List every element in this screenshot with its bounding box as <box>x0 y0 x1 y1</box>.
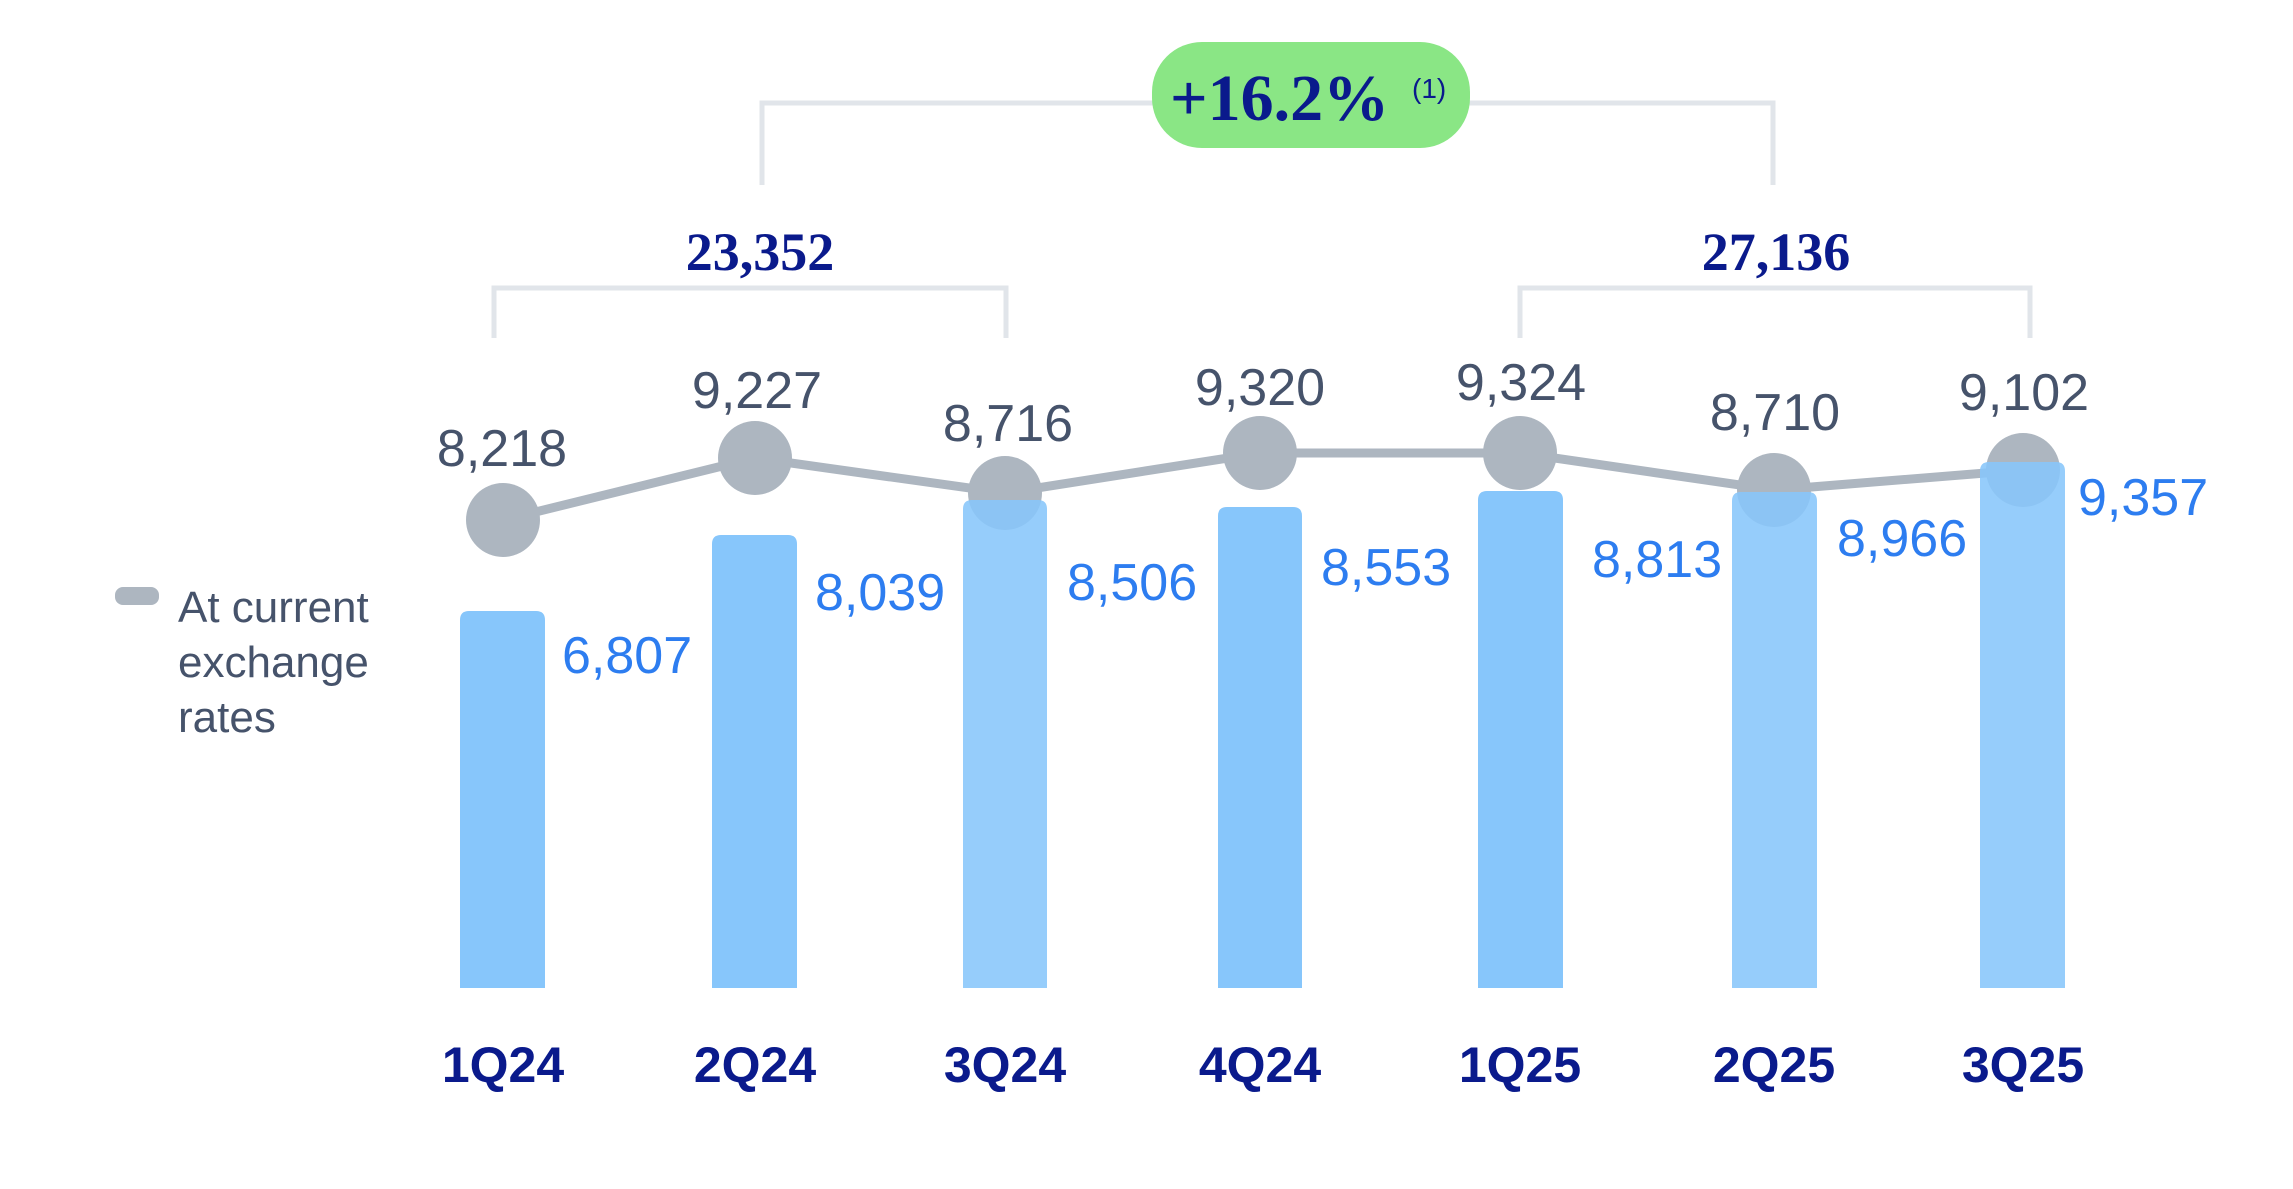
line-label-1q25: 9,324 <box>1456 354 1586 412</box>
line-label-4q24: 9,320 <box>1195 359 1325 417</box>
bar-2q24 <box>712 535 797 988</box>
bracket-line-2025 <box>1517 285 2033 338</box>
bar-series-constant-fx <box>460 462 2065 988</box>
bar-label-2q25: 8,966 <box>1837 510 1967 568</box>
line-label-2q24: 9,227 <box>692 362 822 420</box>
bar-1q25 <box>1478 491 1563 988</box>
bar-label-4q24: 8,553 <box>1321 539 1451 597</box>
bar-value-labels: 6,807 8,039 8,506 8,553 8,813 8,966 9,35… <box>562 469 2208 685</box>
category-label-2q24: 2Q24 <box>694 1037 817 1093</box>
legend-label-line1: At current <box>178 583 369 632</box>
total-bracket-2025: 27,136 <box>1517 222 2033 338</box>
legend-label-line3: rates <box>178 693 276 742</box>
line-label-1q24: 8,218 <box>437 420 567 478</box>
bar-4q24 <box>1218 507 1302 988</box>
legend-swatch-icon <box>115 587 159 605</box>
line-label-3q24: 8,716 <box>943 395 1073 453</box>
bar-label-3q25: 9,357 <box>2078 469 2208 527</box>
category-label-1q25: 1Q25 <box>1459 1037 1581 1093</box>
total-bracket-2024: 23,352 <box>491 222 1009 338</box>
bar-label-2q24: 8,039 <box>815 564 945 622</box>
category-label-2q25: 2Q25 <box>1713 1037 1835 1093</box>
category-label-4q24: 4Q24 <box>1199 1037 1322 1093</box>
category-label-1q24: 1Q24 <box>442 1037 565 1093</box>
line-marker-2q24 <box>718 421 792 495</box>
bar-label-3q24: 8,506 <box>1067 554 1197 612</box>
bar-3q24 <box>963 500 1047 988</box>
legend: At current exchange rates <box>115 583 369 742</box>
line-marker-1q24 <box>466 483 540 557</box>
category-label-3q24: 3Q24 <box>944 1037 1067 1093</box>
growth-badge-bg <box>1152 42 1470 148</box>
line-label-3q25: 9,102 <box>1959 364 2089 422</box>
total-label-2024: 23,352 <box>686 222 835 282</box>
legend-label-line2: exchange <box>178 638 369 687</box>
growth-badge-value: +16.2% <box>1170 62 1389 135</box>
growth-badge: +16.2% (1) <box>1152 42 1470 148</box>
bar-2q25 <box>1732 492 1817 988</box>
bracket-line-2024 <box>491 285 1009 338</box>
bar-3q25 <box>1980 462 2065 988</box>
category-label-3q25: 3Q25 <box>1962 1037 2084 1093</box>
bar-label-1q24: 6,807 <box>562 627 692 685</box>
growth-badge-footnote: (1) <box>1412 73 1446 104</box>
bar-1q24 <box>460 611 545 988</box>
bar-label-1q25: 8,813 <box>1592 531 1722 589</box>
line-marker-1q25 <box>1483 416 1557 490</box>
total-label-2025: 27,136 <box>1702 222 1851 282</box>
line-marker-4q24 <box>1223 416 1297 490</box>
line-value-labels: 8,218 9,227 8,716 9,320 9,324 8,710 9,10… <box>437 354 2089 478</box>
line-label-2q25: 8,710 <box>1710 384 1840 442</box>
category-axis: 1Q24 2Q24 3Q24 4Q24 1Q25 2Q25 3Q25 <box>442 1037 2084 1093</box>
